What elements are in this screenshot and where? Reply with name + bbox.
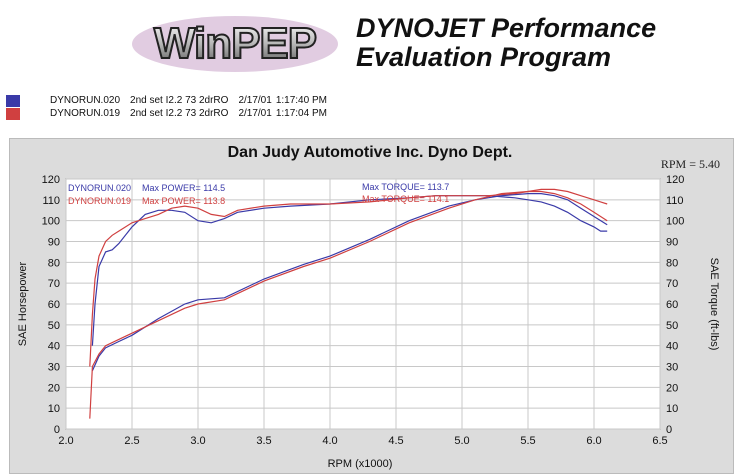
run-row[interactable]: DYNORUN.020 2nd set I2.2 73 2drRO 2/17/0…	[6, 94, 337, 107]
run-list: DYNORUN.020 2nd set I2.2 73 2drRO 2/17/0…	[6, 94, 337, 120]
annot-run019-torque: Max TORQUE= 114.1	[362, 194, 449, 204]
run-file: DYNORUN.020	[50, 95, 121, 106]
y-tick-label-right: 120	[666, 174, 684, 186]
x-tick-label: 4.0	[322, 435, 337, 447]
y-tick-label-left: 60	[48, 299, 60, 311]
y-tick-label-left: 30	[48, 362, 60, 374]
y-tick-label-right: 80	[666, 257, 678, 269]
y-tick-label-left: 70	[48, 278, 60, 290]
rpm-readout: RPM = 5.40	[661, 157, 720, 171]
dyno-chart-panel: Dan Judy Automotive Inc. Dyno Dept. RPM …	[9, 138, 734, 474]
y-tick-label-left: 0	[54, 424, 60, 436]
run-color-swatch	[6, 107, 20, 120]
x-tick-label: 4.5	[388, 435, 403, 447]
y-tick-label-right: 110	[666, 195, 684, 207]
y-tick-label-right: 20	[666, 382, 678, 394]
x-tick-label: 3.0	[190, 435, 205, 447]
y-tick-label-right: 60	[666, 299, 678, 311]
x-tick-label: 5.0	[454, 435, 469, 447]
series-line-power	[91, 192, 608, 371]
run-row[interactable]: DYNORUN.019 2nd set I2.2 73 2drRO 2/17/0…	[6, 107, 337, 120]
program-title-line1: DYNOJET Performance	[356, 13, 657, 43]
annot-run019-label: DYNORUN.019	[68, 196, 131, 206]
x-tick-label: 5.5	[520, 435, 535, 447]
annot-run020-torque: Max TORQUE= 113.7	[362, 182, 449, 192]
run-color-swatch	[6, 94, 20, 107]
y-tick-label-left: 90	[48, 237, 60, 249]
y-tick-label-right: 90	[666, 237, 678, 249]
run-time: 1:17:04 PM	[275, 108, 327, 119]
x-tick-label: 6.5	[652, 435, 667, 447]
run-time: 1:17:40 PM	[275, 95, 327, 106]
series-line-torque	[91, 195, 608, 346]
annot-run019-power: Max POWER= 113.8	[142, 196, 225, 206]
x-axis-label: RPM (x1000)	[328, 458, 393, 470]
x-tick-label: 3.5	[256, 435, 271, 447]
logo-text: WinPEP	[154, 19, 316, 68]
y-tick-label-right: 0	[666, 424, 672, 436]
y-tick-label-right: 70	[666, 278, 678, 290]
y-tick-label-left: 40	[48, 341, 60, 353]
program-title: DYNOJET Performance Evaluation Program	[356, 14, 656, 72]
annot-run020-label: DYNORUN.020	[68, 183, 131, 193]
y-axis-label-left: SAE Horsepower	[17, 261, 29, 346]
y-tick-label-left: 120	[42, 174, 60, 186]
y-tick-label-left: 20	[48, 382, 60, 394]
y-tick-label-right: 10	[666, 403, 678, 415]
y-tick-label-left: 110	[42, 195, 60, 207]
x-tick-label: 6.0	[586, 435, 601, 447]
run-date: 2/17/01	[238, 95, 272, 106]
grid	[65, 178, 661, 430]
y-tick-label-right: 30	[666, 362, 678, 374]
y-tick-label-right: 40	[666, 341, 678, 353]
winpep-logo: WinPEP	[132, 16, 338, 72]
y-tick-label-right: 100	[666, 216, 684, 228]
series-line-torque	[89, 188, 608, 367]
series-layer	[89, 188, 608, 419]
y-tick-label-left: 100	[42, 216, 60, 228]
y-tick-label-right: 50	[666, 320, 678, 332]
y-axis-label-right: SAE Torque (ft-lbs)	[708, 258, 720, 351]
series-line-power	[89, 190, 608, 419]
program-title-line2: Evaluation Program	[356, 42, 612, 72]
annot-run020-power: Max POWER= 114.5	[142, 183, 225, 193]
run-file: DYNORUN.019	[50, 108, 121, 119]
run-desc: 2nd set I2.2 73 2drRO	[130, 95, 229, 106]
y-tick-label-left: 50	[48, 320, 60, 332]
chart-title: Dan Judy Automotive Inc. Dyno Dept.	[228, 144, 513, 161]
y-tick-label-left: 80	[48, 257, 60, 269]
dyno-chart: Dan Judy Automotive Inc. Dyno Dept. RPM …	[17, 144, 720, 470]
run-date: 2/17/01	[238, 108, 272, 119]
y-tick-label-left: 10	[48, 403, 60, 415]
x-tick-label: 2.5	[124, 435, 139, 447]
run-desc: 2nd set I2.2 73 2drRO	[130, 108, 229, 119]
x-tick-label: 2.0	[58, 435, 73, 447]
